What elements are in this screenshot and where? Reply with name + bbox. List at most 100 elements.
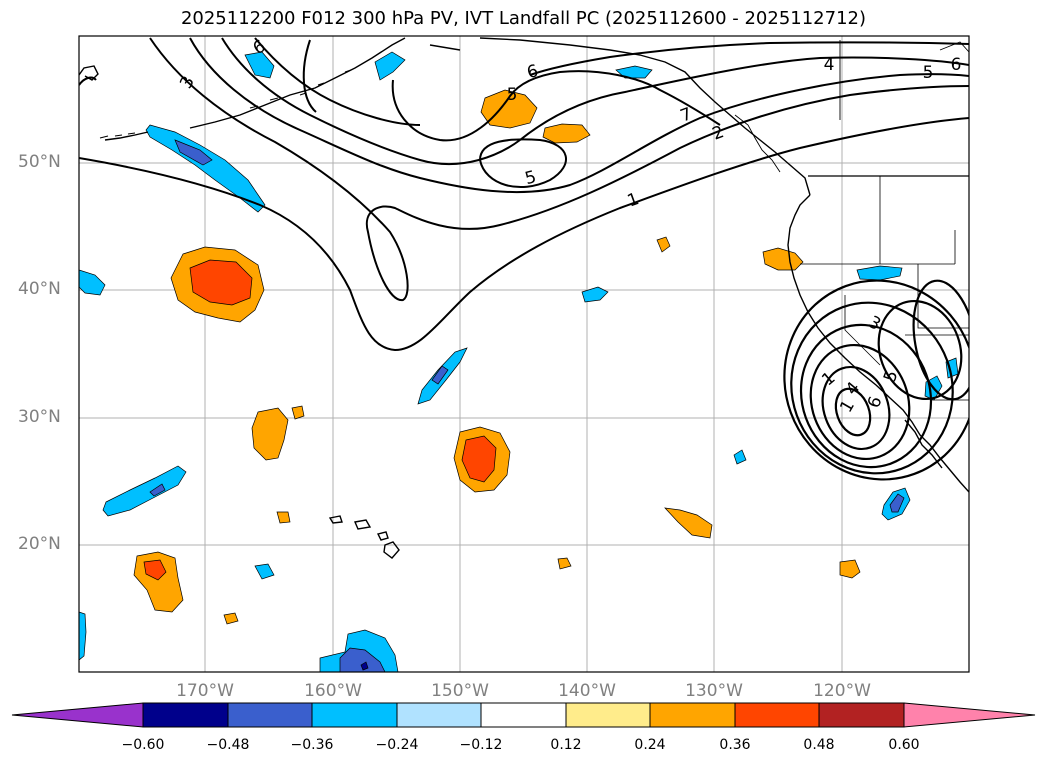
ivt-contours	[783, 279, 969, 481]
contour-5	[254, 37, 969, 126]
negative-blob-p	[374, 51, 406, 81]
aleutian-islands	[99, 69, 352, 139]
anomaly-blob-d	[251, 407, 289, 461]
colorbar-segment	[565, 702, 651, 728]
ivt-ring-5	[821, 365, 891, 451]
negative-core-d	[431, 365, 449, 385]
colorbar-tick-label: −0.36	[290, 737, 334, 753]
lat-label: 30°N	[18, 407, 61, 427]
negative-core-c	[339, 647, 386, 672]
negative-max-dot	[360, 661, 369, 671]
negative-blob-a	[145, 124, 266, 213]
colorbar-segment	[396, 702, 482, 728]
contour-label: 4	[824, 55, 835, 75]
anomaly-core-a	[189, 259, 253, 306]
colorbar-tick-label: 0.48	[803, 737, 835, 753]
coastlines	[79, 37, 969, 559]
ivt-ring-6	[834, 387, 872, 437]
anomaly-blob-m	[291, 405, 305, 420]
colorbar-tick-label: 0.36	[719, 737, 751, 753]
anomaly-blob-h	[664, 507, 713, 539]
colorbar-segment	[480, 702, 567, 728]
map-title: 2025112200 F012 300 hPa PV, IVT Landfall…	[180, 8, 867, 29]
colorbar-extend-max	[903, 702, 1036, 728]
lat-label: 20°N	[18, 534, 61, 554]
colorbar-segment	[734, 702, 820, 728]
anomaly-core-b	[461, 435, 497, 483]
colorbar-segment	[311, 702, 398, 728]
negative-core-b	[149, 483, 166, 497]
contour-9	[302, 39, 317, 113]
negative-blob-k	[254, 563, 275, 580]
contour-label: 5	[507, 85, 518, 105]
colorbar-tick-label: −0.24	[375, 737, 419, 753]
colorbar-tick-label: −0.48	[206, 737, 250, 753]
contour-2	[149, 37, 969, 302]
ivt-ring-4	[809, 343, 911, 461]
colorbar-tick-label: 0.24	[634, 737, 666, 753]
anomaly-blob-f	[542, 123, 591, 144]
negative-core-e	[889, 493, 905, 513]
negative-blob-m	[79, 611, 87, 661]
contour-label: 6	[525, 61, 541, 83]
lon-label: 170°W	[176, 681, 234, 701]
colorbar-extend-min	[11, 702, 144, 728]
positive-anomaly-fills	[133, 89, 861, 625]
negative-blob-h	[581, 286, 609, 303]
anomaly-blob-l	[276, 511, 291, 524]
baja-coastline	[904, 419, 943, 469]
contour-7	[478, 138, 567, 189]
colorbar-tick-label: −0.12	[459, 737, 503, 753]
anomaly-blob-k	[557, 557, 572, 570]
lon-label: 120°W	[813, 681, 871, 701]
canada-coast-details	[734, 40, 969, 173]
negative-blob-i	[79, 269, 106, 296]
contour-6	[391, 70, 721, 142]
ivt-ring-8	[912, 279, 969, 401]
colorbar-segment	[649, 702, 736, 728]
ivt-ring-3	[799, 323, 933, 469]
map-background	[79, 36, 969, 672]
negative-blob-f	[856, 265, 903, 281]
colorbar-tick-label: −0.60	[121, 737, 165, 753]
colorbar-segment	[227, 702, 313, 728]
map-frame	[78, 35, 970, 673]
lon-label: 150°W	[431, 681, 489, 701]
contour-1	[79, 117, 969, 352]
ivt-ring-7	[877, 299, 963, 401]
alaska-coastline	[79, 37, 811, 196]
negative-anomaly-fills	[79, 51, 959, 672]
ivt-ring-2	[790, 301, 954, 475]
colorbar-segment	[818, 702, 905, 728]
lon-label: 130°W	[685, 681, 743, 701]
ivt-ring-1	[783, 279, 969, 481]
negative-blob-l	[733, 449, 747, 465]
anomaly-blob-i	[839, 559, 861, 579]
lat-label: 50°N	[18, 152, 61, 172]
anomaly-blob-j	[656, 236, 671, 253]
hawaii-islands	[328, 515, 400, 559]
contour-label: 5	[923, 63, 934, 83]
negative-blob-b	[102, 465, 187, 517]
colorbar-tick-label: 0.12	[550, 737, 582, 753]
negative-core-a	[174, 139, 213, 166]
colorbar-tick-label: 0.60	[888, 737, 920, 753]
anomaly-blob-g	[762, 247, 804, 271]
west-coast-coastline	[787, 194, 969, 493]
state-borders	[800, 176, 969, 401]
pv-contours	[79, 37, 969, 352]
anomaly-core-c	[143, 559, 167, 581]
anomaly-blob-e	[480, 89, 538, 129]
gridlines	[79, 36, 969, 672]
lon-label: 160°W	[304, 681, 362, 701]
contour-4	[221, 37, 969, 165]
contour-3	[189, 37, 969, 194]
anomaly-blob-n	[223, 612, 239, 625]
contour-label: 6	[951, 55, 962, 75]
colorbar-segment	[142, 702, 229, 728]
contour-8	[79, 76, 97, 86]
lat-label: 40°N	[18, 279, 61, 299]
colorbar	[11, 702, 1036, 728]
negative-blob-g	[244, 51, 275, 79]
